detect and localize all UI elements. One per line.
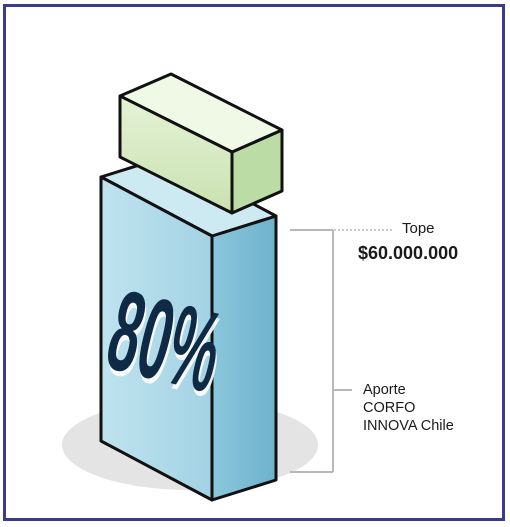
aporte-line-1: Aporte — [363, 382, 406, 398]
bar-segment-aporte — [99, 155, 278, 502]
bar-segment-aporte-front — [99, 175, 214, 502]
bar-segment-aporte-side — [210, 214, 278, 502]
bar-segment-cap — [118, 72, 284, 215]
bar-segment-cap-front — [118, 94, 234, 215]
tope-value: $60.000.000 — [358, 243, 459, 263]
aporte-label: Aporte CORFO INNOVA Chile — [363, 381, 454, 435]
tope-label: Tope — [402, 220, 435, 237]
aporte-bracket — [290, 229, 352, 473]
aporte-line-2: CORFO — [363, 400, 416, 416]
aporte-line-3: INNOVA Chile — [363, 418, 454, 434]
